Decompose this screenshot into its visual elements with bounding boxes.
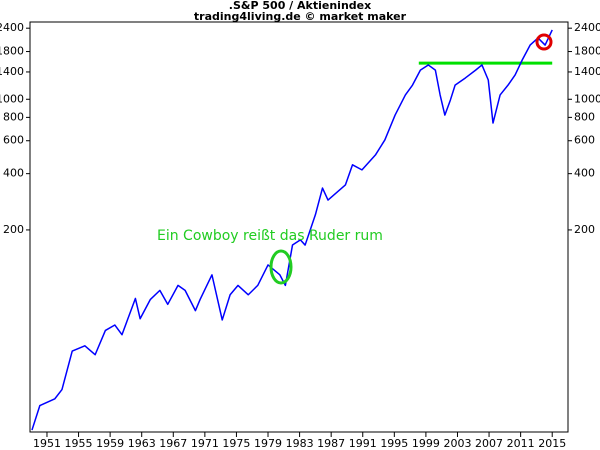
- chart-title: .S&P 500 / Aktienindex: [229, 0, 371, 12]
- x-tick-label: 2007: [475, 437, 503, 450]
- x-tick-label: 2015: [538, 437, 566, 450]
- y2-tick-label: 200: [574, 223, 595, 236]
- x-tick-label: 2011: [507, 437, 535, 450]
- x-tick-label: 1983: [286, 437, 314, 450]
- y-tick-label: 600: [3, 134, 24, 147]
- y2-tick-label: 1800: [574, 45, 600, 58]
- price-line: [31, 29, 553, 431]
- plot-frame: [29, 21, 569, 433]
- y-tick-label: 800: [3, 110, 24, 123]
- highlight-circle: [535, 33, 553, 51]
- x-tick-label: 1967: [159, 437, 187, 450]
- x-tick-label: 1979: [254, 437, 282, 450]
- y2-tick-label: 1400: [574, 65, 600, 78]
- y-tick-label: 1400: [0, 65, 24, 78]
- y-tick-label: 200: [3, 223, 24, 236]
- x-tick-label: 1995: [380, 437, 408, 450]
- y-tick-label: 1800: [0, 45, 24, 58]
- highlight-ellipse: [269, 249, 293, 285]
- y-tick-label: 400: [3, 167, 24, 180]
- x-tick-label: 1955: [65, 437, 93, 450]
- x-tick-label: 1999: [412, 437, 440, 450]
- x-tick-label: 1951: [33, 437, 61, 450]
- y2-tick-label: 600: [574, 134, 595, 147]
- y-tick-label: 1000: [0, 92, 24, 105]
- y-tick-label: 2400: [0, 21, 24, 34]
- x-tick-label: 1991: [349, 437, 377, 450]
- y2-tick-label: 1000: [574, 92, 600, 105]
- y2-tick-label: 800: [574, 110, 595, 123]
- x-tick-label: 1963: [128, 437, 156, 450]
- chart-subtitle: trading4living.de © market maker: [194, 10, 407, 23]
- x-tick-label: 1959: [96, 437, 124, 450]
- x-tick-label: 1971: [191, 437, 219, 450]
- y2-tick-label: 400: [574, 167, 595, 180]
- x-tick-label: 1987: [317, 437, 345, 450]
- x-tick-label: 1975: [222, 437, 250, 450]
- x-tick-label: 2003: [443, 437, 471, 450]
- y2-tick-label: 2400: [574, 21, 600, 34]
- annotation: Ein Cowboy reißt das Ruder rum: [157, 228, 383, 244]
